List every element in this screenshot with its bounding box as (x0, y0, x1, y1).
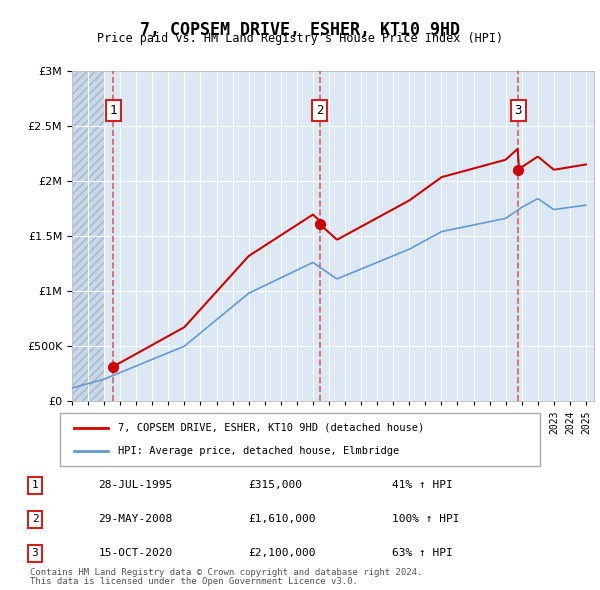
Text: 2: 2 (32, 514, 38, 524)
Text: 3: 3 (515, 104, 522, 117)
Text: 29-MAY-2008: 29-MAY-2008 (98, 514, 173, 524)
Text: 41% ↑ HPI: 41% ↑ HPI (392, 480, 453, 490)
Text: 7, COPSEM DRIVE, ESHER, KT10 9HD: 7, COPSEM DRIVE, ESHER, KT10 9HD (140, 21, 460, 39)
Text: Contains HM Land Registry data © Crown copyright and database right 2024.: Contains HM Land Registry data © Crown c… (30, 568, 422, 577)
Text: 1: 1 (110, 104, 117, 117)
Text: 1: 1 (32, 480, 38, 490)
Text: HPI: Average price, detached house, Elmbridge: HPI: Average price, detached house, Elmb… (118, 446, 399, 456)
Text: 28-JUL-1995: 28-JUL-1995 (98, 480, 173, 490)
Text: £2,100,000: £2,100,000 (248, 548, 316, 558)
FancyBboxPatch shape (60, 413, 540, 466)
Text: 3: 3 (32, 548, 38, 558)
Text: £315,000: £315,000 (248, 480, 302, 490)
Text: This data is licensed under the Open Government Licence v3.0.: This data is licensed under the Open Gov… (30, 577, 358, 586)
Text: Price paid vs. HM Land Registry's House Price Index (HPI): Price paid vs. HM Land Registry's House … (97, 32, 503, 45)
Bar (72, 71, 104, 401)
Text: 7, COPSEM DRIVE, ESHER, KT10 9HD (detached house): 7, COPSEM DRIVE, ESHER, KT10 9HD (detach… (118, 423, 424, 433)
Text: 15-OCT-2020: 15-OCT-2020 (98, 548, 173, 558)
Text: 2: 2 (316, 104, 323, 117)
Text: 63% ↑ HPI: 63% ↑ HPI (392, 548, 453, 558)
Text: 100% ↑ HPI: 100% ↑ HPI (392, 514, 460, 524)
Text: £1,610,000: £1,610,000 (248, 514, 316, 524)
